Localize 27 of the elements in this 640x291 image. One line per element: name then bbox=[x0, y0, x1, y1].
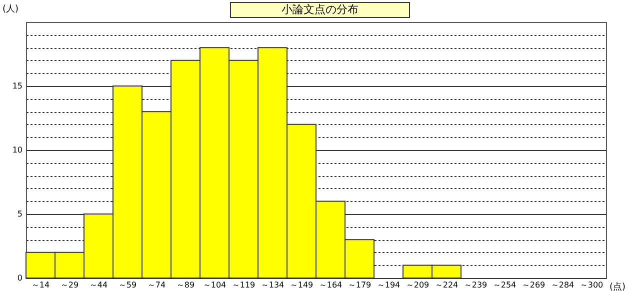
y-tick-label: 15 bbox=[12, 82, 22, 90]
x-tick-label: ～134 bbox=[260, 280, 284, 290]
y-axis-title: (人) bbox=[2, 4, 19, 14]
x-tick-label: ～300 bbox=[580, 280, 604, 290]
x-tick-label: ～89 bbox=[176, 280, 195, 290]
x-tick-label: ～119 bbox=[232, 280, 256, 290]
x-tick-label: ～104 bbox=[202, 280, 226, 290]
x-tick-label: ～224 bbox=[434, 280, 458, 290]
x-tick-label: ～194 bbox=[376, 280, 400, 290]
x-tick-label: ～29 bbox=[60, 280, 79, 290]
x-tick-label: ～284 bbox=[550, 280, 574, 290]
x-tick-label: ～74 bbox=[147, 280, 166, 290]
x-tick-label: ～254 bbox=[492, 280, 516, 290]
x-tick-label: ～149 bbox=[290, 280, 314, 290]
y-tick-label: 5 bbox=[17, 210, 22, 218]
x-tick-label: ～44 bbox=[89, 280, 108, 290]
x-axis-title: (点) bbox=[610, 282, 626, 291]
x-tick-label: ～269 bbox=[522, 280, 546, 290]
y-tick-label: 10 bbox=[12, 146, 22, 154]
y-tick-label: 0 bbox=[17, 274, 22, 282]
x-tick-label: ～14 bbox=[31, 280, 50, 290]
x-tick-label: ～59 bbox=[118, 280, 137, 290]
x-tick-label: ～179 bbox=[348, 280, 372, 290]
x-tick-label: ～164 bbox=[318, 280, 342, 290]
chart-title: 小論文点の分布 bbox=[230, 2, 410, 18]
x-tick-label: ～239 bbox=[464, 280, 488, 290]
x-tick-label: ～209 bbox=[406, 280, 430, 290]
